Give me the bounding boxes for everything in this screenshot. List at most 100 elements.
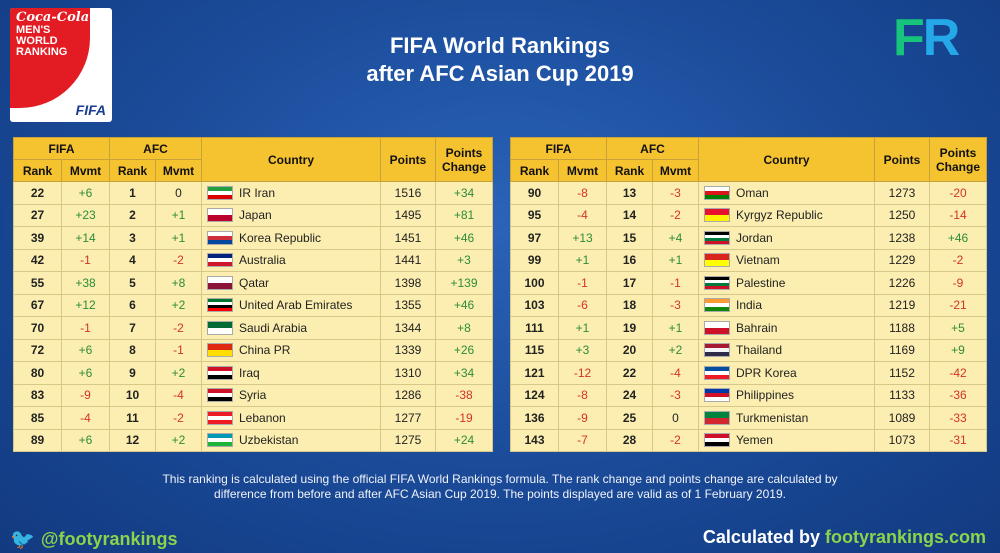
table-row: 27 +23 2 +1 Japan 1495 +81	[13, 203, 493, 227]
country-cell: Bahrain	[698, 316, 875, 340]
yemen-flag-icon	[704, 433, 730, 448]
fifa-rank-cell: 115	[510, 338, 559, 362]
country-cell: Saudi Arabia	[201, 316, 381, 340]
fifa-rank-cell: 95	[510, 203, 559, 227]
logo-text: MEN'S WORLD RANKING	[16, 25, 67, 58]
points-cell: 1133	[874, 383, 930, 407]
points-change-cell: +81	[435, 203, 493, 227]
afc-rank-cell: 8	[109, 338, 156, 362]
points-cell: 1286	[380, 383, 436, 407]
afc-rank-cell: 11	[109, 406, 156, 430]
country-cell: Japan	[201, 203, 381, 227]
points-cell: 1339	[380, 338, 436, 362]
calculated-by-site[interactable]: footyrankings.com	[824, 527, 986, 547]
fifa-mvmt-cell: -8	[558, 181, 607, 205]
bahrain-flag-icon	[704, 320, 730, 335]
fifa-mvmt-cell: +6	[61, 181, 110, 205]
header-points-change: Points Change	[435, 137, 493, 182]
fifa-mvmt-cell: -8	[558, 383, 607, 407]
twitter-handle[interactable]: 🐦 @footyrankings	[10, 527, 177, 552]
fifa-mvmt-cell: +3	[558, 338, 607, 362]
fifa-mvmt-cell: -1	[61, 316, 110, 340]
afc-rank-cell: 2	[109, 203, 156, 227]
fifa-mvmt-cell: -4	[61, 406, 110, 430]
country-name: Saudi Arabia	[239, 320, 308, 335]
header-afc-rank: Rank	[109, 159, 156, 182]
points-cell: 1516	[380, 181, 436, 205]
uae-flag-icon	[207, 298, 233, 313]
country-name: Yemen	[736, 433, 773, 448]
country-name: India	[736, 298, 763, 313]
points-cell: 1250	[874, 203, 930, 227]
points-change-cell: +5	[929, 316, 987, 340]
table-row: 39 +14 3 +1 Korea Republic 1451 +46	[13, 226, 493, 250]
afc-rank-cell: 14	[606, 203, 653, 227]
country-cell: Yemen	[698, 428, 875, 452]
fifa-mvmt-cell: -1	[558, 271, 607, 295]
afc-mvmt-cell: +1	[652, 316, 699, 340]
table-row: 99 +1 16 +1 Vietnam 1229 -2	[510, 248, 987, 272]
jordan-flag-icon	[704, 230, 730, 245]
fifa-rank-cell: 39	[13, 226, 62, 250]
fifa-mvmt-cell: -9	[558, 406, 607, 430]
table-body-right: 90 -8 13 -3 Oman 1273 -20 95 -4 14 -2 Kyrgyz Republ…	[510, 181, 987, 452]
table-row: 89 +6 12 +2 Uzbekistan 1275 +24	[13, 428, 493, 452]
country-cell: Korea Republic	[201, 226, 381, 250]
points-cell: 1152	[874, 361, 930, 385]
header-afc-rank: Rank	[606, 159, 653, 182]
iran-flag-icon	[207, 185, 233, 200]
vietnam-flag-icon	[704, 253, 730, 268]
header-points-change: Points Change	[929, 137, 987, 182]
afc-rank-cell: 17	[606, 271, 653, 295]
calculated-by: Calculated by footyrankings.com	[703, 527, 986, 548]
points-change-cell: +34	[435, 361, 493, 385]
header-fifa-mvmt: Mvmt	[558, 159, 607, 182]
points-change-cell: -14	[929, 203, 987, 227]
table-row: 103 -6 18 -3 India 1219 -21	[510, 293, 987, 317]
fifa-mvmt-cell: +14	[61, 226, 110, 250]
table-row: 124 -8 24 -3 Philippines 1133 -36	[510, 383, 987, 407]
points-cell: 1451	[380, 226, 436, 250]
iraq-flag-icon	[207, 365, 233, 380]
header-afc: AFC	[109, 137, 202, 160]
japan-flag-icon	[207, 208, 233, 223]
logo-line1: MEN'S	[16, 24, 51, 36]
afc-rank-cell: 13	[606, 181, 653, 205]
points-cell: 1169	[874, 338, 930, 362]
fifa-mvmt-cell: +13	[558, 226, 607, 250]
fifa-rank-cell: 143	[510, 428, 559, 452]
afc-mvmt-cell: +8	[155, 271, 202, 295]
fr-logo-f: F	[893, 9, 925, 67]
country-cell: Lebanon	[201, 406, 381, 430]
table-row: 67 +12 6 +2 United Arab Emirates 1355 +46	[13, 293, 493, 317]
country-name: Bahrain	[736, 320, 778, 335]
fifa-rank-cell: 55	[13, 271, 62, 295]
country-cell: Thailand	[698, 338, 875, 362]
title-line1: FIFA World Rankings	[389, 33, 610, 58]
table-row: 83 -9 10 -4 Syria 1286 -38	[13, 383, 493, 407]
afc-mvmt-cell: +2	[155, 293, 202, 317]
header-points: Points	[874, 137, 930, 182]
country-name: Jordan	[736, 230, 773, 245]
logo-line2: WORLD	[16, 35, 58, 47]
country-cell: Palestine	[698, 271, 875, 295]
afc-mvmt-cell: -2	[155, 316, 202, 340]
afc-rank-cell: 25	[606, 406, 653, 430]
fifa-rank-cell: 103	[510, 293, 559, 317]
afc-mvmt-cell: +1	[155, 226, 202, 250]
fifa-rank-cell: 42	[13, 248, 62, 272]
afc-mvmt-cell: -1	[652, 271, 699, 295]
fifa-rank-cell: 100	[510, 271, 559, 295]
points-change-cell: +26	[435, 338, 493, 362]
fifa-rank-cell: 22	[13, 181, 62, 205]
korea-flag-icon	[207, 230, 233, 245]
rankings-table-left: FIFA AFC Country Points Points Change Ra…	[13, 137, 493, 452]
afc-rank-cell: 24	[606, 383, 653, 407]
afc-mvmt-cell: -1	[155, 338, 202, 362]
fifa-rank-cell: 67	[13, 293, 62, 317]
country-cell: Qatar	[201, 271, 381, 295]
afc-mvmt-cell: -3	[652, 293, 699, 317]
fifa-rank-cell: 97	[510, 226, 559, 250]
afc-rank-cell: 19	[606, 316, 653, 340]
calculated-by-prefix: Calculated by	[702, 527, 825, 547]
